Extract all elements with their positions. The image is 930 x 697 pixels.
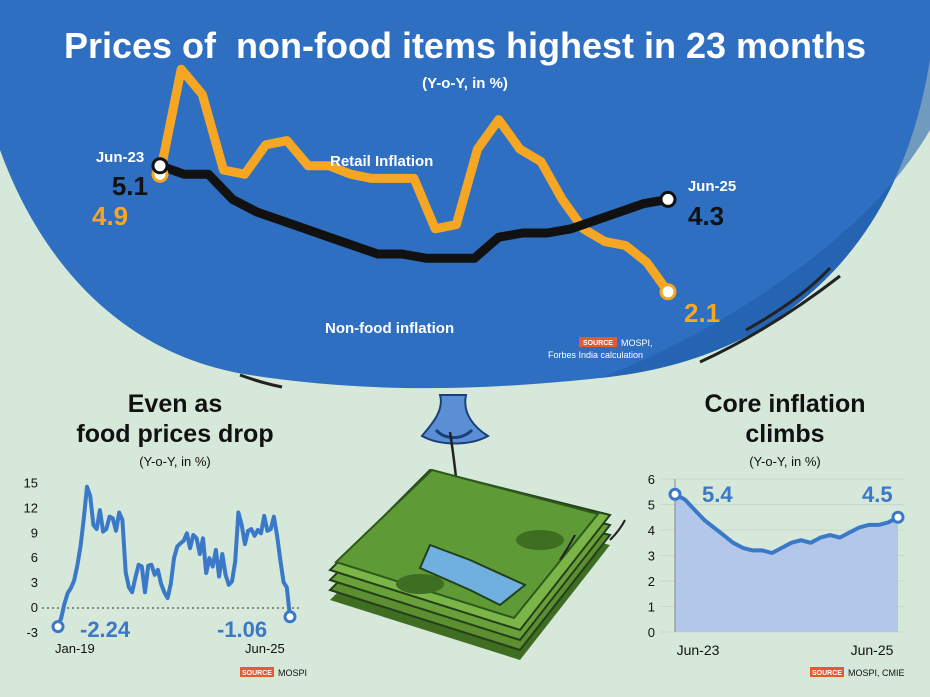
right-x-end-label: Jun-25 xyxy=(851,642,894,658)
motion-line xyxy=(699,274,841,364)
right-title-line2: climbs xyxy=(745,420,824,448)
left-y-tick-label: 6 xyxy=(31,550,38,565)
right-y-tick-label: 4 xyxy=(648,523,655,538)
non-food-end-value: 4.3 xyxy=(688,201,724,231)
left-y-tick-label: 3 xyxy=(31,575,38,590)
food-end-value: -1.06 xyxy=(217,617,267,642)
main-source-tag: SOURCE xyxy=(583,340,613,347)
main-title: Prices of non-food items highest in 23 m… xyxy=(64,25,866,66)
right-y-tick-label: 0 xyxy=(648,625,655,640)
retail-end-point xyxy=(659,283,677,301)
money-stack-illustration xyxy=(328,468,626,660)
left-source-text: MOSPI xyxy=(278,668,307,678)
main-source-tag-bg xyxy=(579,337,617,347)
knot-tie xyxy=(434,428,474,439)
left-y-tick-label: 9 xyxy=(31,525,38,540)
right-y-tick-label: 1 xyxy=(648,600,655,615)
left-y-tick-label: 12 xyxy=(24,500,38,515)
main-source-text-2: Forbes India calculation xyxy=(548,350,643,360)
motion-line xyxy=(745,266,832,332)
right-subtitle: (Y-o-Y, in %) xyxy=(749,454,821,469)
food-inflation-line xyxy=(56,484,292,628)
core-start-value: 5.4 xyxy=(702,482,733,507)
main-x-end-label: Jun-25 xyxy=(688,178,736,195)
non-food-inflation-line xyxy=(155,161,673,263)
main-line-chart xyxy=(151,64,677,301)
retail-end-value: 2.1 xyxy=(684,298,720,328)
left-title-line2: food prices drop xyxy=(76,420,273,448)
left-y-tick-label: 0 xyxy=(31,600,38,615)
food-inflation-chart: 15 12 9 6 3 0 -3 xyxy=(24,476,300,640)
food-end-point xyxy=(283,610,297,624)
right-title-line1: Core inflation xyxy=(704,390,865,418)
balloon-shade xyxy=(600,60,930,378)
left-y-tick-label: 15 xyxy=(24,476,38,491)
left-source-tag-bg xyxy=(240,667,274,677)
right-y-tick-label: 2 xyxy=(648,574,655,589)
non-food-series-label: Non-food inflation xyxy=(325,320,454,337)
core-end-value: 4.5 xyxy=(862,482,893,507)
core-start-point xyxy=(668,487,682,501)
food-start-value: -2.24 xyxy=(80,617,131,642)
left-title-line1: Even as xyxy=(128,390,223,418)
left-subtitle: (Y-o-Y, in %) xyxy=(139,454,211,469)
main-source-text: MOSPI, xyxy=(621,338,653,348)
non-food-start-point xyxy=(151,157,169,175)
right-y-tick-label: 5 xyxy=(648,498,655,513)
motion-line xyxy=(239,373,283,389)
left-source-tag: SOURCE xyxy=(242,670,272,677)
core-inflation-line xyxy=(674,492,899,555)
non-food-start-value: 5.1 xyxy=(112,171,148,201)
right-y-tick-label: 6 xyxy=(648,472,655,487)
left-x-start-label: Jan-19 xyxy=(55,641,95,656)
left-y-tick-label: -3 xyxy=(26,625,38,640)
core-end-point xyxy=(891,510,905,524)
right-source-tag: SOURCE xyxy=(812,670,842,677)
right-x-start-label: Jun-23 xyxy=(677,642,720,658)
left-x-end-label: Jun-25 xyxy=(245,641,285,656)
right-source-text: MOSPI, CMIE xyxy=(848,668,905,678)
right-y-tick-label: 3 xyxy=(648,549,655,564)
core-inflation-area xyxy=(675,494,898,632)
core-inflation-chart: 6 5 4 3 2 1 0 xyxy=(648,472,905,640)
main-x-start-label: Jun-23 xyxy=(96,149,144,166)
food-start-point xyxy=(51,620,65,634)
non-food-end-point xyxy=(659,190,677,208)
retail-series-label: Retail Inflation xyxy=(330,153,433,170)
main-subtitle: (Y-o-Y, in %) xyxy=(422,75,508,92)
right-source-tag-bg xyxy=(810,667,844,677)
retail-start-value: 4.9 xyxy=(92,201,128,231)
